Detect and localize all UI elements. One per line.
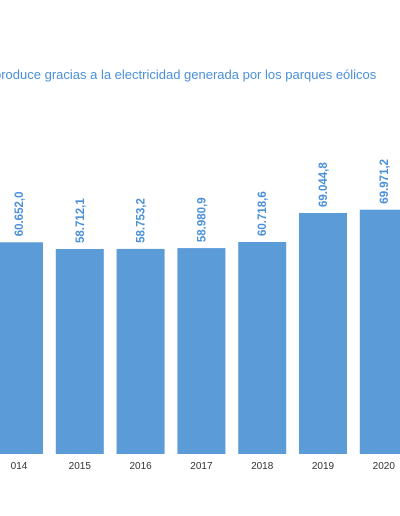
x-tick-2017: 2017 <box>190 461 213 472</box>
bar-2014 <box>0 242 43 454</box>
bars-group <box>0 209 400 454</box>
value-label-2020: 69.971,2 <box>379 159 391 204</box>
x-tick-2020: 2020 <box>373 461 396 472</box>
value-label-2014: 60.652,0 <box>14 192 26 237</box>
value-label-2015: 58.712,1 <box>75 198 87 243</box>
chart-title: produce gracias a la electricidad genera… <box>0 67 377 82</box>
value-label-2019: 69.044,8 <box>318 162 330 207</box>
bar-2019 <box>299 213 347 454</box>
x-tick-2019: 2019 <box>312 461 335 472</box>
bar-2018 <box>238 242 287 454</box>
value-label-2017: 58.980,9 <box>196 197 208 242</box>
bar-2020 <box>359 209 400 454</box>
value-labels-group: 60.652,0 58.712,1 58.753,2 58.980,9 60.718,6… <box>14 159 391 243</box>
bar-2016 <box>116 248 165 454</box>
x-tick-2016: 2016 <box>129 461 152 472</box>
x-tick-2014: 014 <box>11 461 28 472</box>
bar-2015 <box>55 249 104 454</box>
value-label-2016: 58.753,2 <box>136 198 148 243</box>
x-tick-2018: 2018 <box>251 461 274 472</box>
x-tick-2015: 2015 <box>69 461 92 472</box>
bar-2017 <box>177 248 226 454</box>
value-label-2018: 60.718,6 <box>257 191 269 236</box>
x-tick-labels-group: 014 2015 2016 2017 2018 2019 2020 <box>11 461 396 472</box>
